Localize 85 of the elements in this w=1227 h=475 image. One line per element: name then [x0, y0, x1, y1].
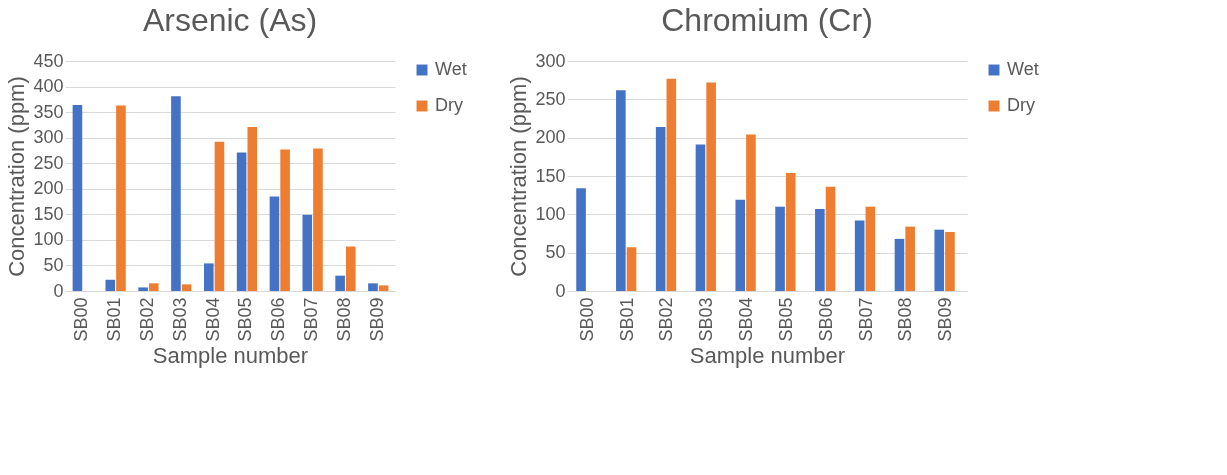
bar	[269, 196, 280, 291]
legend-label: Wet	[435, 59, 467, 79]
x-tick-label: SB02	[136, 297, 157, 342]
y-axis-title: Concentration (ppm)	[506, 76, 532, 277]
bar	[138, 287, 148, 291]
bar	[105, 279, 116, 291]
y-tick-label: 0	[53, 280, 64, 301]
bar	[181, 284, 192, 291]
bar	[247, 126, 258, 291]
legend-label: Wet	[1007, 59, 1039, 79]
bar	[825, 186, 836, 291]
x-tick-label: SB04	[202, 297, 223, 342]
x-tick-label: SB06	[268, 297, 289, 342]
bar	[280, 149, 290, 291]
x-tick-label: SB07	[855, 297, 876, 342]
x-tick-label: SB05	[235, 297, 256, 342]
x-tick-label: SB09	[935, 297, 956, 342]
y-axis-title: Concentration (ppm)	[4, 76, 30, 277]
y-tick-label: 350	[33, 101, 64, 122]
x-tick-label: SB00	[71, 297, 92, 342]
y-tick-label: 300	[535, 50, 566, 71]
y-tick-label: 150	[33, 203, 64, 224]
bar	[116, 105, 126, 291]
bar	[378, 285, 389, 291]
x-tick-label: SB02	[656, 297, 677, 342]
x-tick-label: SB08	[895, 297, 916, 342]
bar	[666, 78, 677, 291]
x-tick-label: SB03	[169, 297, 190, 342]
y-tick-label: 250	[535, 88, 566, 109]
bar	[865, 206, 876, 291]
x-tick-label: SB01	[616, 297, 637, 342]
x-axis-title: Sample number	[689, 342, 846, 368]
bar	[626, 247, 637, 291]
x-tick-label: SB03	[696, 297, 717, 342]
bar	[214, 141, 225, 291]
bar	[576, 188, 586, 291]
bar	[945, 231, 955, 291]
y-tick-label: 100	[535, 203, 566, 224]
x-tick-label: SB01	[104, 297, 125, 342]
y-tick-label: 100	[33, 229, 64, 250]
x-tick-label: SB05	[775, 297, 796, 342]
chart-title: Chromium (Cr)	[661, 2, 873, 38]
bar	[905, 226, 915, 291]
bar	[775, 206, 785, 291]
legend-label: Dry	[1007, 95, 1035, 115]
bar	[203, 263, 214, 291]
bar	[335, 275, 345, 291]
bar	[746, 134, 756, 291]
x-tick-label: SB08	[333, 297, 354, 342]
y-tick-label: 400	[33, 76, 64, 97]
y-tick-label: 150	[535, 165, 566, 186]
y-tick-label: 0	[555, 280, 566, 301]
bar	[313, 148, 323, 291]
bar	[854, 220, 865, 291]
x-tick-label: SB07	[301, 297, 322, 342]
y-tick-label: 50	[545, 242, 566, 263]
x-tick-label: SB04	[736, 297, 757, 342]
bar	[171, 96, 181, 291]
legend-label: Dry	[435, 95, 463, 115]
bar	[616, 90, 626, 291]
y-tick-label: 200	[535, 127, 566, 148]
bar	[735, 199, 746, 291]
bar	[706, 82, 716, 291]
bar	[894, 238, 905, 291]
chart-title: Arsenic (As)	[142, 2, 318, 38]
x-tick-label: SB00	[576, 297, 597, 342]
y-tick-label: 250	[33, 152, 64, 173]
y-tick-label: 50	[43, 254, 64, 275]
bar	[368, 283, 378, 291]
bar	[148, 283, 159, 291]
bar	[72, 104, 83, 291]
bar	[815, 208, 825, 291]
x-tick-label: SB06	[815, 297, 836, 342]
bar	[302, 214, 313, 291]
bar	[236, 152, 247, 291]
bar	[785, 172, 796, 291]
bar	[695, 144, 706, 291]
bar	[934, 229, 945, 291]
y-tick-label: 200	[33, 178, 64, 199]
x-tick-label: SB09	[366, 297, 387, 342]
x-axis-title: Sample number	[152, 342, 309, 368]
bar	[655, 126, 666, 291]
bar	[345, 246, 356, 291]
y-tick-label: 450	[33, 50, 64, 71]
y-tick-label: 300	[33, 127, 64, 148]
